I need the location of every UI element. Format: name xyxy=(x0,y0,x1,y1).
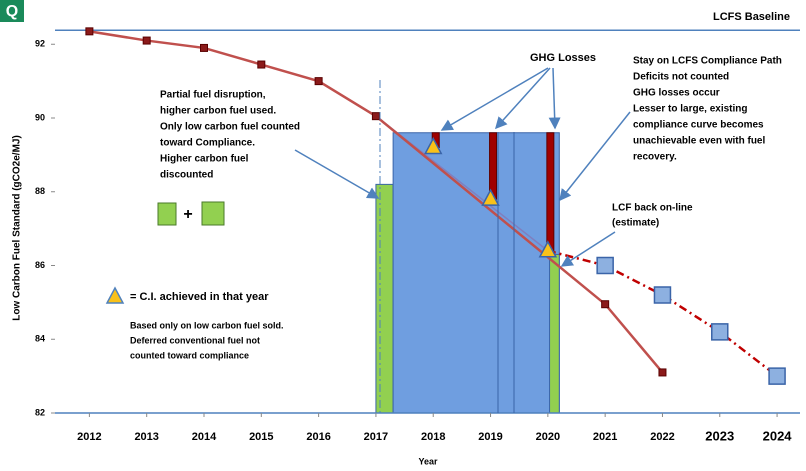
note: toward Compliance. xyxy=(160,138,255,149)
x-tick-label: 2017 xyxy=(364,431,388,443)
x-tick-label: 2022 xyxy=(650,431,674,443)
x-tick-label: 2015 xyxy=(249,431,273,443)
x-tick-label: 2020 xyxy=(536,431,560,443)
point xyxy=(314,77,323,86)
arrow xyxy=(294,149,380,199)
point xyxy=(768,367,786,385)
y-tick-label: 86 xyxy=(35,260,45,270)
point xyxy=(601,300,610,309)
point xyxy=(653,286,672,304)
point xyxy=(711,323,729,341)
x-tick-label: 2024 xyxy=(763,428,793,443)
note: unachievable even with fuel xyxy=(633,136,765,147)
arrow xyxy=(440,67,549,131)
note: higher carbon fuel used. xyxy=(160,106,276,117)
arrow xyxy=(560,231,616,267)
y-tick-label: 92 xyxy=(35,39,45,49)
ghg-label: GHG Losses xyxy=(530,52,596,64)
baseline-label: LCFS Baseline xyxy=(713,11,790,23)
bar xyxy=(375,183,394,414)
bar xyxy=(549,253,560,414)
point xyxy=(423,136,443,155)
note: discounted xyxy=(160,170,213,181)
note: Higher carbon fuel xyxy=(160,154,249,165)
note: Only low carbon fuel counted xyxy=(160,122,300,133)
bar xyxy=(392,132,560,414)
note: GHG losses occur xyxy=(633,88,720,99)
series-line xyxy=(89,30,664,374)
point xyxy=(538,240,558,258)
x-tick-label: 2018 xyxy=(421,431,445,443)
x-tick-label: 2013 xyxy=(134,431,158,443)
note: Deficits not counted xyxy=(633,72,729,83)
point xyxy=(596,256,614,275)
note: Partial fuel disruption, xyxy=(160,90,266,101)
x-tick-label: 2021 xyxy=(593,431,617,443)
point xyxy=(481,188,500,206)
note: compliance curve becomes xyxy=(633,120,764,131)
note: recovery. xyxy=(633,152,677,163)
x-axis-label: Year xyxy=(418,456,438,466)
x-tick-label: 2019 xyxy=(478,431,502,443)
legend-triangle xyxy=(105,286,125,304)
green-icon xyxy=(201,201,225,226)
arrow xyxy=(548,67,561,130)
x-tick-label: 2016 xyxy=(306,431,330,443)
y-axis-label: Low Carbon Fuel Standard (gCO2e/MJ) xyxy=(12,135,23,321)
arrow xyxy=(559,111,631,202)
logo: Q xyxy=(6,3,18,20)
green-icon xyxy=(157,202,177,226)
x-tick-label: 2012 xyxy=(77,431,101,443)
x-tick-label: 2014 xyxy=(192,431,217,443)
legend-text: = C.I. achieved in that year xyxy=(130,291,269,303)
note: (estimate) xyxy=(612,218,659,229)
point xyxy=(658,368,667,377)
series-line xyxy=(547,249,778,378)
note: Stay on LCFS Compliance Path xyxy=(633,56,782,67)
note: Lesser to large, existing xyxy=(633,104,748,115)
point xyxy=(200,43,208,52)
logo-box xyxy=(0,0,24,22)
y-tick-label: 84 xyxy=(35,334,45,344)
point xyxy=(371,112,380,121)
plus: + xyxy=(183,206,192,223)
note: Based only on low carbon fuel sold. xyxy=(130,320,284,330)
x-tick-label: 2023 xyxy=(705,428,734,443)
y-tick-label: 82 xyxy=(35,407,45,417)
y-tick-label: 88 xyxy=(35,186,45,196)
arrow xyxy=(494,67,551,130)
ghg-loss-bar xyxy=(546,132,555,252)
point xyxy=(257,60,266,69)
point xyxy=(142,36,151,45)
note: counted toward compliance xyxy=(130,350,249,360)
y-tick-label: 90 xyxy=(35,112,45,122)
note: Deferred conventional fuel not xyxy=(130,335,260,345)
point xyxy=(85,27,94,36)
note: LCF back on-line xyxy=(612,203,693,214)
